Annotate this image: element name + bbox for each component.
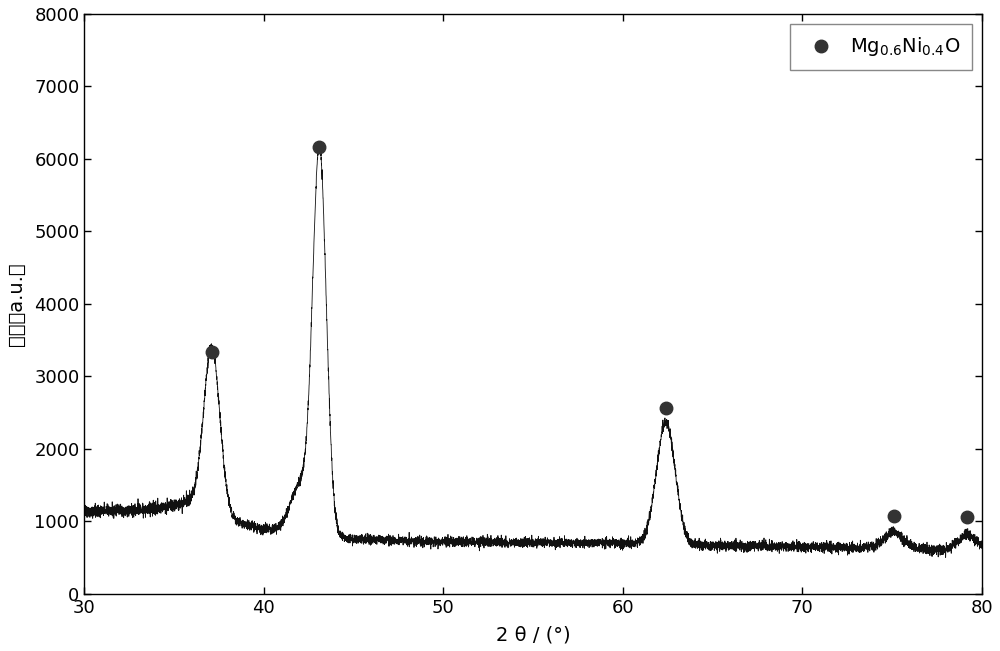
Legend: Mg$_{0.6}$Ni$_{0.4}$O: Mg$_{0.6}$Ni$_{0.4}$O (790, 23, 972, 70)
X-axis label: 2 θ / (°): 2 θ / (°) (496, 625, 570, 644)
Y-axis label: 强度（a.u.）: 强度（a.u.） (7, 262, 26, 346)
